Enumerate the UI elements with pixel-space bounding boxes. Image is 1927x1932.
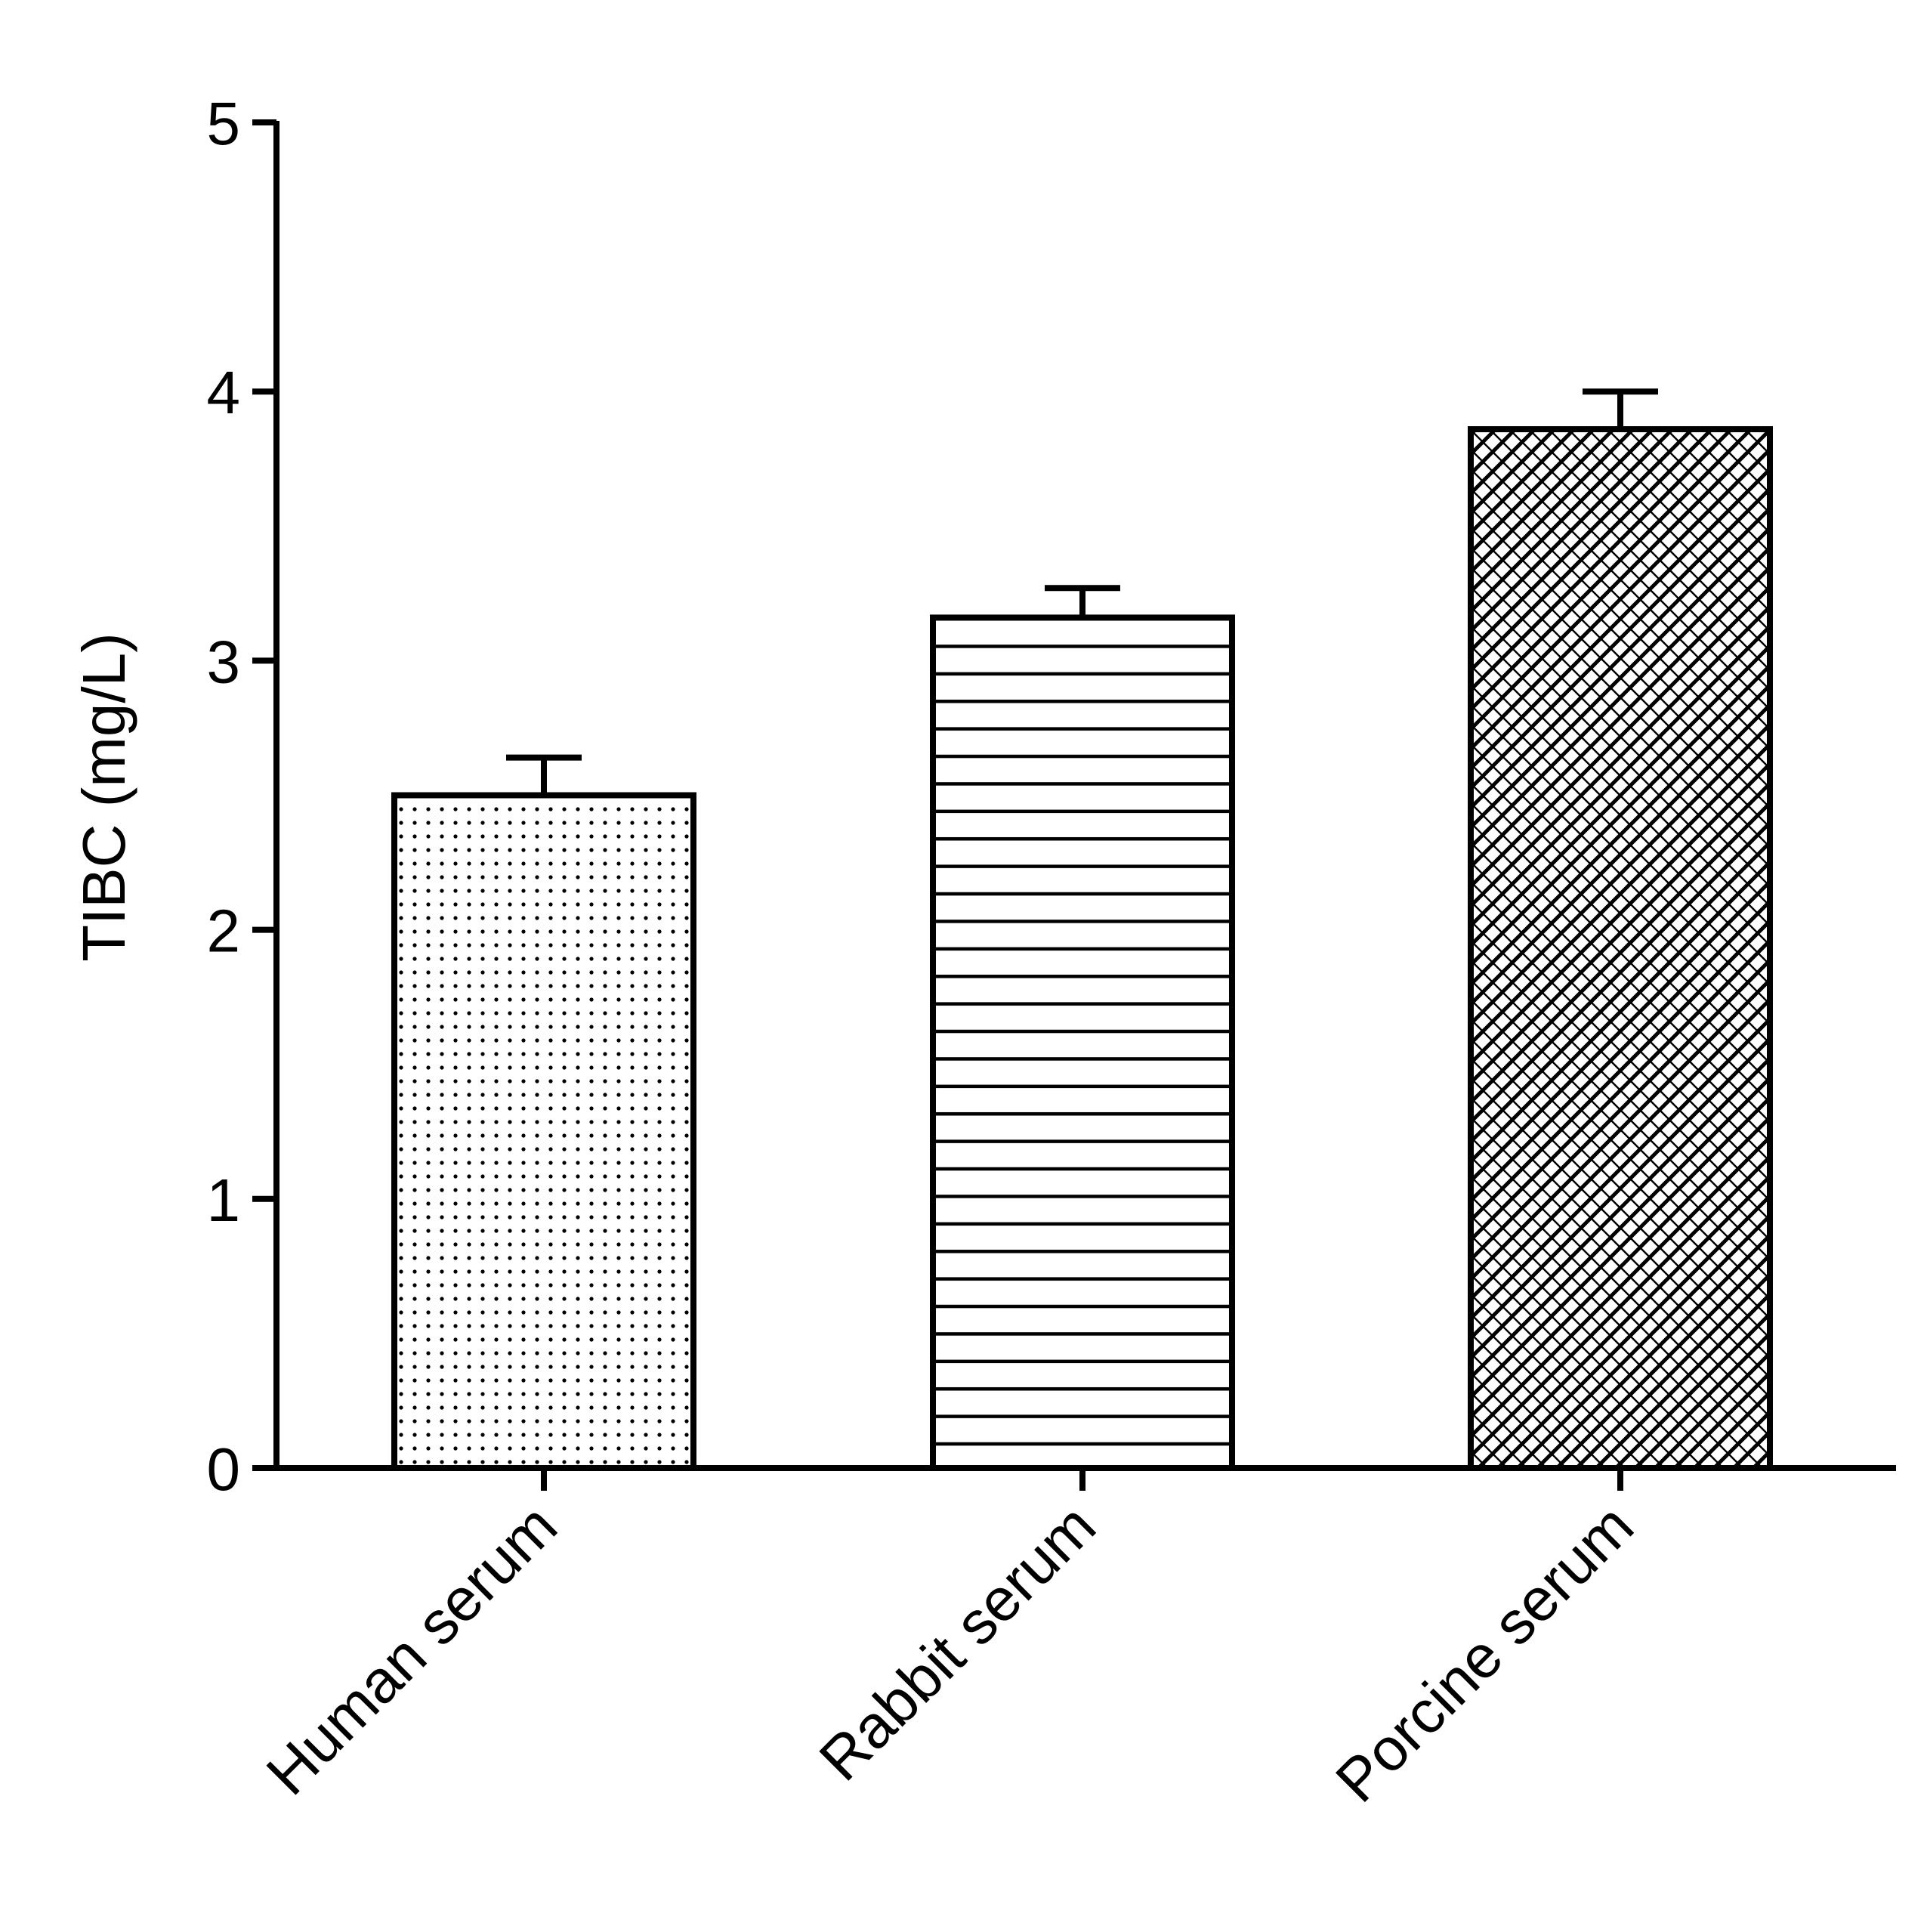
- x-tick-label-0: Human serum: [254, 1492, 570, 1807]
- y-tick-label-0: 0: [207, 1436, 241, 1503]
- x-axis-ticks: Human serum Rabbit serum Porcine serum: [254, 1468, 1646, 1815]
- x-tick-label-2: Porcine serum: [1323, 1492, 1646, 1815]
- y-tick-label-3: 3: [207, 628, 241, 695]
- bar-rabbit-serum: [930, 614, 1235, 1472]
- error-bars: [506, 388, 1658, 796]
- y-axis-ticks: 0 1 2 3 4 5: [207, 90, 276, 1503]
- bar-porcine-serum: [1468, 426, 1773, 1471]
- y-axis-title: TIBC (mg/L): [70, 632, 137, 962]
- y-tick-label-5: 5: [207, 90, 241, 157]
- y-tick-label-1: 1: [207, 1167, 241, 1234]
- y-tick-label-2: 2: [207, 898, 241, 965]
- bar-human-serum: [391, 792, 696, 1471]
- y-tick-label-4: 4: [207, 359, 241, 426]
- x-tick-label-1: Rabbit serum: [807, 1492, 1108, 1793]
